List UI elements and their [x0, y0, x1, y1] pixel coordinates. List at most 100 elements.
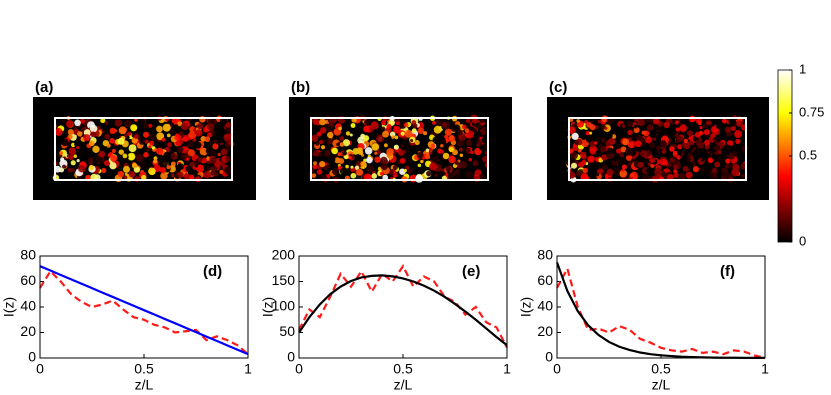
speckle-grain [397, 149, 405, 156]
speckle-grain [345, 131, 351, 136]
x-tick-label: 0.5 [651, 361, 671, 377]
speckle-grain [114, 119, 123, 127]
speckle-grain [73, 127, 77, 131]
speckle-grain [360, 161, 367, 167]
speckle-grain [672, 150, 678, 156]
speckle-grain [148, 123, 153, 128]
speckle-grain [651, 132, 657, 138]
speckle-grain [206, 123, 215, 131]
speckle-grain [54, 128, 63, 136]
speckle-grain [452, 149, 458, 156]
y-tick-label: 80 [537, 247, 553, 263]
speckle-grain [627, 129, 633, 136]
speckle-grain [161, 137, 166, 142]
speckle-grain [127, 152, 136, 161]
speckle-grain [118, 149, 125, 155]
speckle-grain [448, 135, 456, 142]
speckle-grain [640, 150, 648, 158]
speckle-grain [76, 146, 80, 150]
speckle-grain [182, 135, 189, 142]
speckle-grain [476, 140, 483, 146]
speckle-grain [621, 164, 627, 170]
speckle-grain [442, 152, 450, 160]
speckle-grain [731, 168, 740, 177]
speckle-grain [598, 143, 603, 148]
colorbar-tick-label: 0.5 [799, 147, 817, 162]
speckle-grain [219, 137, 225, 144]
speckle-grain [142, 122, 149, 129]
speckle-grain [197, 157, 203, 163]
speckle-grain [444, 128, 453, 136]
speckle-grain [572, 143, 577, 148]
speckle-grain [686, 157, 692, 163]
speckle-grain [430, 143, 436, 149]
speckle-grain [220, 148, 228, 156]
speckle-image [33, 97, 256, 200]
speckle-grain [213, 139, 218, 143]
speckle-grain [446, 170, 450, 174]
speckle-grain [426, 170, 432, 177]
speckle-grain [570, 152, 578, 160]
speckle-grain [589, 124, 596, 131]
speckle-grain [724, 126, 731, 133]
speckle-grain [708, 136, 713, 141]
speckle-grain [633, 124, 638, 129]
speckle-grain [642, 173, 649, 181]
speckle-grain [432, 136, 439, 143]
speckle-grain [210, 165, 218, 173]
colorbar-tick-label: 1 [799, 61, 806, 76]
speckle-grain [652, 136, 657, 142]
speckle-grain [445, 166, 452, 172]
speckle-grain [74, 119, 81, 127]
speckle-grain [472, 118, 479, 124]
speckle-grain [673, 172, 679, 178]
speckle-grain [342, 139, 351, 147]
speckle-grain [177, 121, 183, 127]
speckle-grain [451, 120, 457, 125]
speckle-grain [456, 139, 464, 147]
speckle-grain [600, 146, 607, 153]
speckle-grain [471, 122, 476, 127]
speckle-grain [438, 153, 443, 158]
speckle-grain [682, 165, 689, 172]
speckle-grain [311, 173, 317, 178]
speckle-grain [342, 150, 347, 156]
speckle-grain [474, 169, 482, 176]
speckle-grain [205, 165, 212, 172]
speckle-grain [225, 122, 232, 128]
speckle-grain [187, 149, 195, 157]
speckle-grain [160, 172, 168, 180]
axes-box [39, 255, 249, 359]
speckle-grain [79, 118, 85, 124]
speckle-grain [188, 131, 197, 140]
speckle-grain [339, 136, 345, 141]
speckle-grain [410, 138, 414, 143]
speckle-grain [219, 160, 226, 167]
speckle-grain [61, 117, 68, 124]
speckle-grain [685, 171, 693, 179]
speckle-grain [70, 160, 76, 166]
speckle-grain [162, 123, 171, 132]
speckle-grain [601, 172, 607, 177]
speckle-grain [704, 167, 711, 174]
speckle-grain [364, 118, 372, 126]
speckle-grain [587, 155, 595, 163]
speckle-grain [600, 138, 606, 143]
speckle-grain [364, 147, 373, 155]
speckle-grain [128, 171, 136, 178]
speckle-grain [582, 167, 588, 174]
speckle-grain [732, 151, 738, 157]
speckle-grain [100, 118, 106, 124]
speckle-grain [704, 144, 711, 150]
speckle-grain [224, 142, 229, 147]
speckle-grain [204, 136, 211, 143]
speckle-grain [83, 129, 91, 136]
speckle-grain [77, 131, 83, 137]
speckle-grain [332, 158, 336, 162]
speckle-grain [728, 163, 733, 168]
speckle-grain [89, 124, 98, 133]
y-tick-label: 40 [20, 298, 36, 314]
speckle-grain [356, 147, 363, 154]
speckle-grain [143, 131, 150, 138]
speckle-grain [337, 152, 342, 156]
